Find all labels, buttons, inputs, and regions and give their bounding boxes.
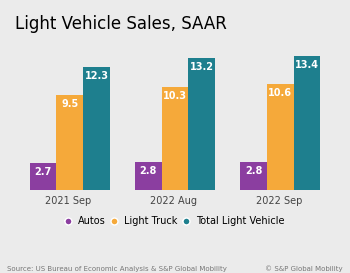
- Text: 10.3: 10.3: [163, 91, 187, 101]
- Text: 13.2: 13.2: [190, 62, 214, 72]
- Text: 13.4: 13.4: [295, 60, 319, 70]
- Bar: [188, 58, 215, 190]
- Bar: [83, 67, 110, 190]
- Text: © S&P Global Mobility: © S&P Global Mobility: [265, 265, 343, 272]
- Text: Source: US Bureau of Economic Analysis & S&P Global Mobility: Source: US Bureau of Economic Analysis &…: [7, 266, 227, 272]
- Text: 9.5: 9.5: [61, 99, 78, 109]
- Text: 12.3: 12.3: [85, 71, 108, 81]
- Bar: [267, 84, 294, 190]
- Text: Light Vehicle Sales, SAAR: Light Vehicle Sales, SAAR: [15, 15, 227, 33]
- Bar: [56, 95, 83, 190]
- Bar: [135, 162, 162, 190]
- Text: 2.7: 2.7: [34, 167, 51, 177]
- Bar: [29, 163, 56, 190]
- Text: 2.8: 2.8: [245, 166, 262, 176]
- Text: 2.8: 2.8: [140, 166, 157, 176]
- Text: 10.6: 10.6: [268, 88, 292, 98]
- Bar: [294, 56, 321, 190]
- Bar: [162, 87, 188, 190]
- Bar: [240, 162, 267, 190]
- Legend: Autos, Light Truck, Total Light Vehicle: Autos, Light Truck, Total Light Vehicle: [63, 214, 287, 228]
